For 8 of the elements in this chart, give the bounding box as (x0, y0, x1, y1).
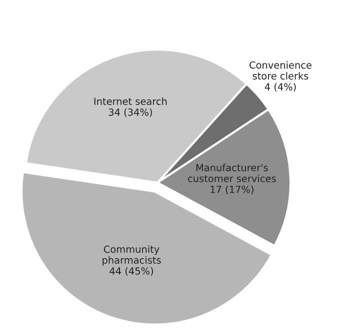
slice-label: Internet search (94, 97, 167, 105)
data-label: 34 (34%) (108, 108, 152, 117)
slice-label: Convenience store clerks (250, 61, 312, 80)
data-label: 4 (4%) (264, 82, 296, 92)
data-label: 17 (17%) (210, 186, 254, 194)
slice-label: Community pharmacists (102, 245, 161, 266)
slice-label: Manufacturer's customer services (188, 164, 276, 182)
data-label: 44 (45%) (110, 267, 153, 276)
